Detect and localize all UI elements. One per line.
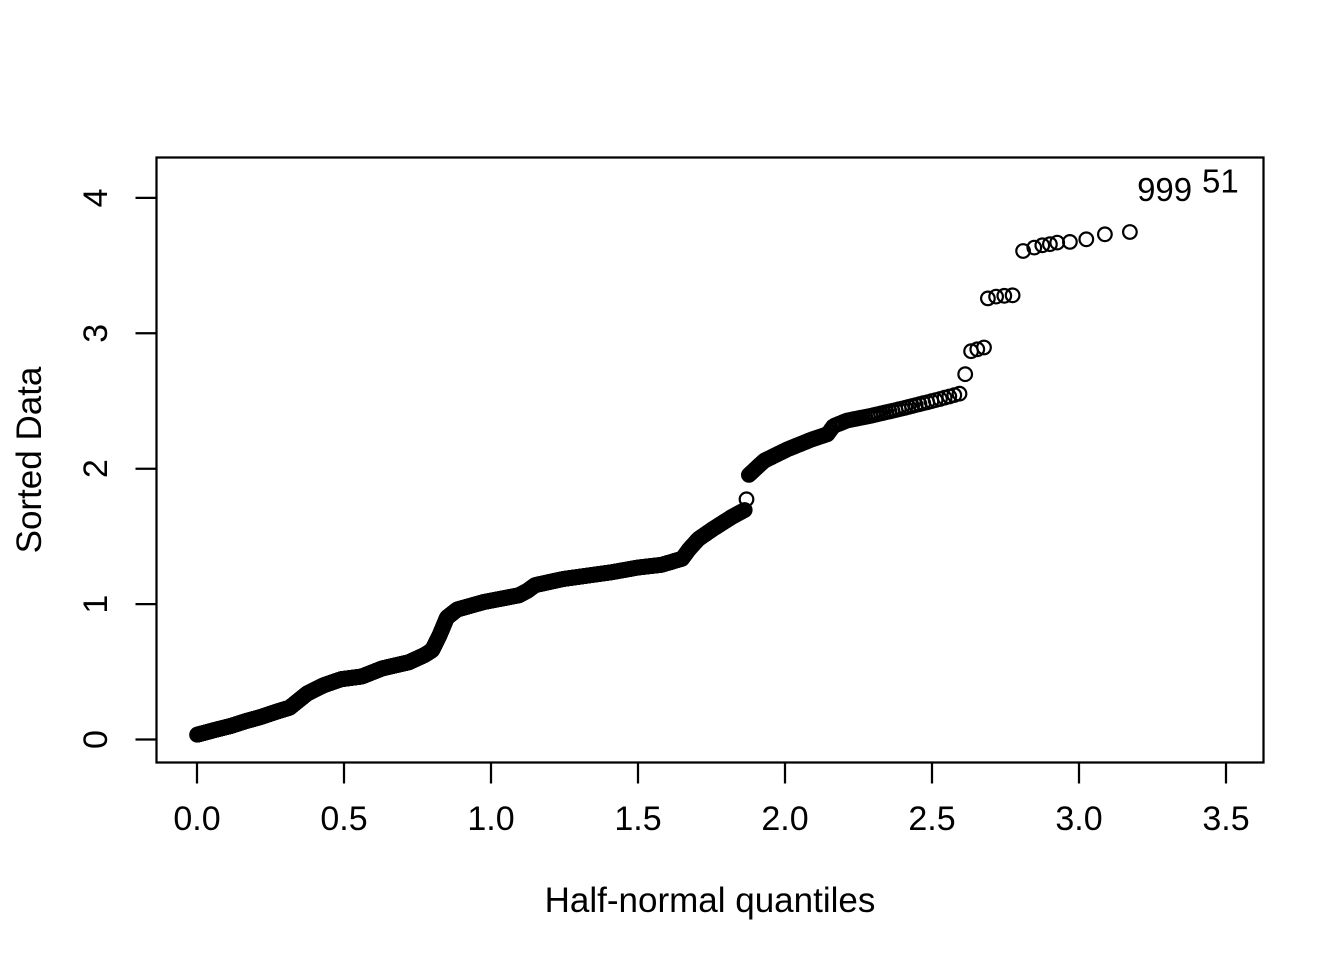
y-tick-label: 2 [77, 459, 115, 478]
x-tick-label: 1.5 [614, 800, 661, 838]
x-axis-title: Half-normal quantiles [545, 881, 876, 920]
data-point [1061, 233, 1078, 250]
dense-data-points [189, 385, 968, 743]
data-point [1034, 237, 1051, 254]
y-tick-label: 4 [77, 188, 115, 207]
data-point [988, 288, 1004, 305]
sparse-data-points [738, 224, 1138, 508]
y-tick-label: 0 [77, 730, 115, 749]
data-point [996, 287, 1013, 304]
data-point [1004, 287, 1021, 304]
data-point [1015, 243, 1031, 259]
x-tick-label: 3.0 [1055, 800, 1102, 838]
data-point [1026, 239, 1043, 256]
data-point [1041, 236, 1058, 253]
data-point [738, 491, 755, 508]
outlier-label: 999 [1137, 171, 1192, 208]
x-tick-label: 0.5 [320, 800, 367, 838]
outlier-label: 51 [1202, 163, 1239, 200]
data-point [1096, 226, 1113, 243]
y-axis-title: Sorted Data [10, 366, 49, 553]
data-point [736, 502, 753, 518]
y-tick-label: 1 [77, 595, 115, 614]
plot-box-border [155, 156, 1265, 764]
x-tick-label: 2.0 [761, 800, 808, 838]
data-point [1121, 224, 1138, 240]
x-tick-label: 1.0 [467, 800, 514, 838]
data-point [976, 339, 992, 356]
data-point [1078, 231, 1095, 248]
x-tick-label: 2.5 [908, 800, 955, 838]
data-point [957, 366, 974, 383]
y-tick-label: 3 [77, 324, 115, 343]
y-axis: 0 1 2 3 4 [77, 188, 157, 749]
data-point [969, 341, 986, 358]
x-axis: 0.0 0.5 1.0 1.5 2.0 2.5 3.0 3.5 [173, 762, 1250, 838]
x-tick-label: 0.0 [173, 800, 220, 838]
data-point [980, 290, 996, 307]
data-point [951, 385, 968, 402]
x-tick-label: 3.5 [1202, 800, 1249, 838]
outlier-point-labels: 999 51 [1137, 163, 1239, 208]
